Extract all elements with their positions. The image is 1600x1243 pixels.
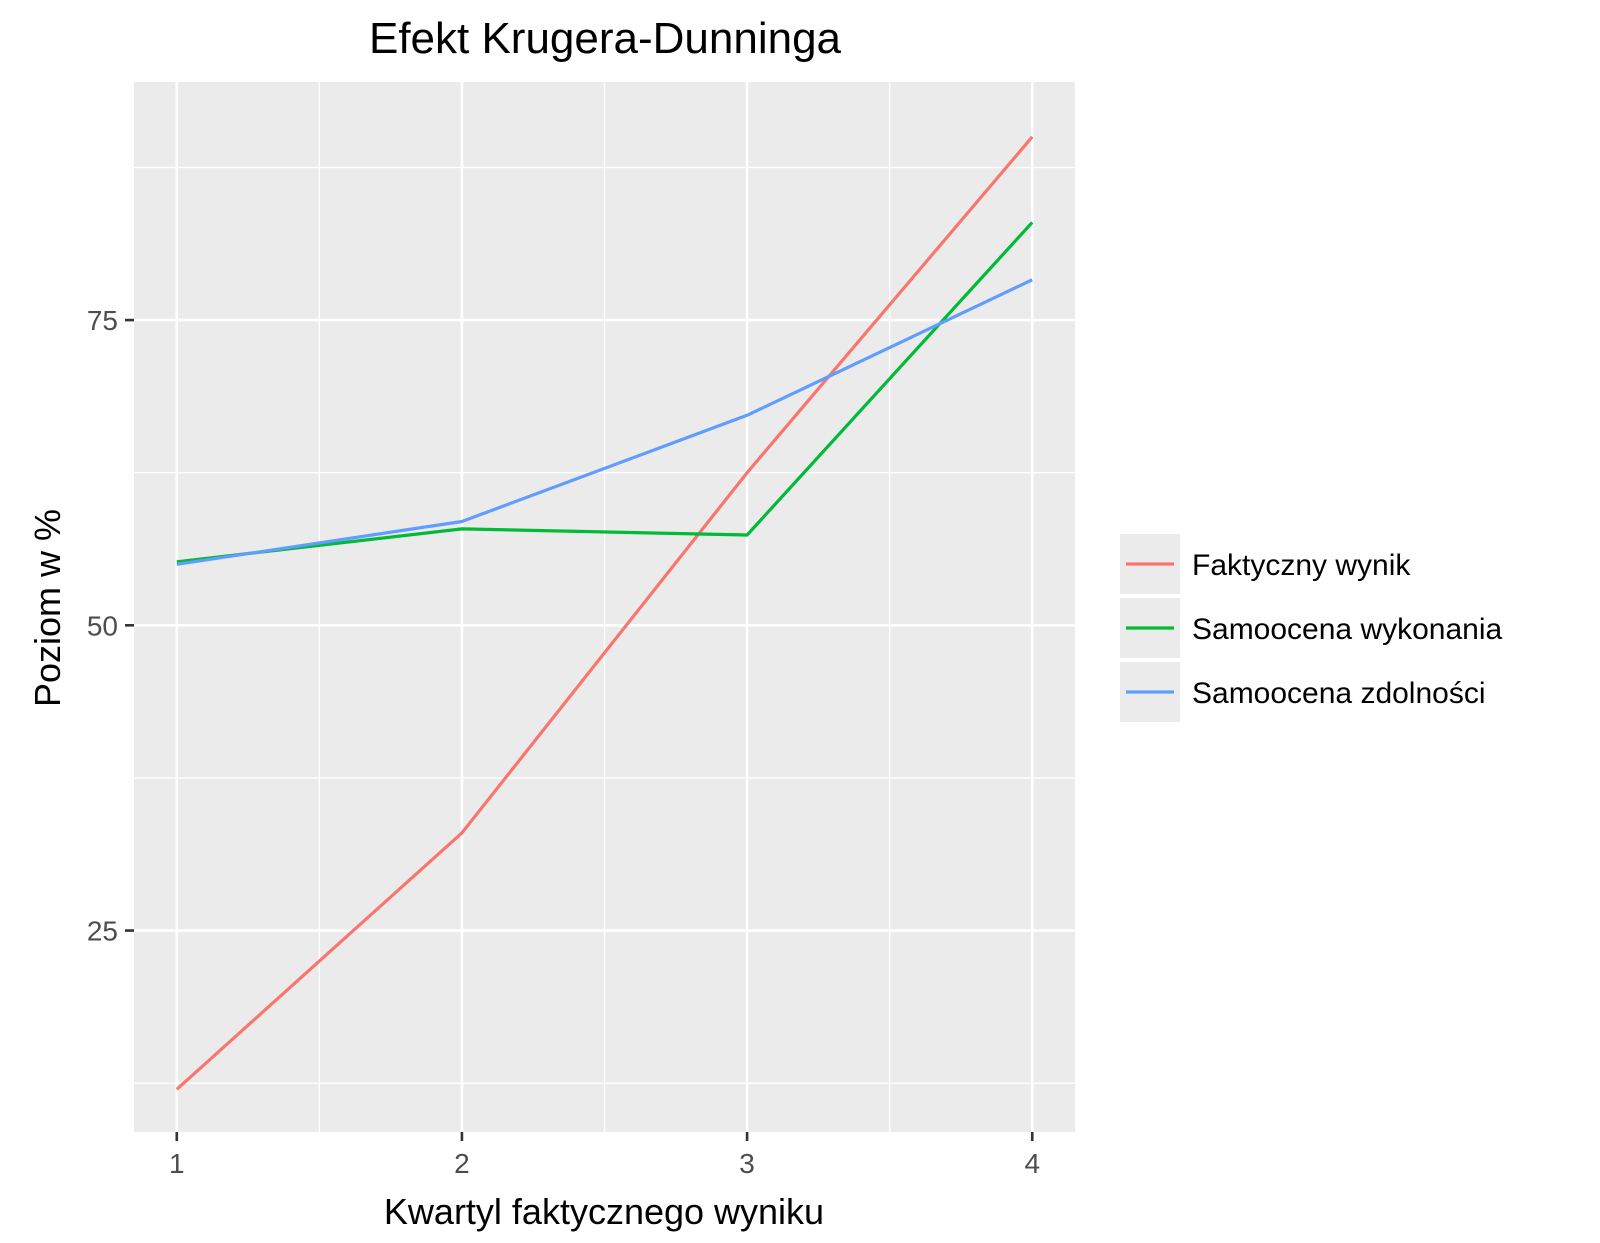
legend: Faktyczny wynik Samoocena wykonania Samooc… [1120,534,1503,722]
x-tick-label: 4 [1024,1148,1040,1179]
y-tick-label: 25 [87,916,118,947]
x-tick-label: 3 [739,1148,755,1179]
series-line-2 [176,221,1034,564]
legend-label: Samoocena zdolności [1192,677,1486,710]
major-gridlines [134,82,1075,1132]
x-axis: 1 2 3 4 [169,1132,1040,1179]
x-tick-label: 1 [169,1148,185,1179]
minor-gridlines [134,82,1075,1132]
series-line-1 [175,135,1034,1091]
x-axis-title: Kwartyl faktycznego wyniku [384,1191,824,1232]
x-tick-label: 2 [454,1148,470,1179]
series-line-3 [176,278,1033,566]
legend-label: Faktyczny wynik [1192,549,1411,582]
chart-title: Efekt Krugera-Dunninga [369,14,842,63]
y-axis-title: Poziom w % [27,509,68,707]
y-axis: 25 50 75 [87,305,134,947]
series-lines [175,135,1034,1091]
legend-label: Samoocena wykonania [1192,613,1503,646]
y-tick-label: 50 [87,610,118,641]
y-tick-label: 75 [87,305,118,336]
